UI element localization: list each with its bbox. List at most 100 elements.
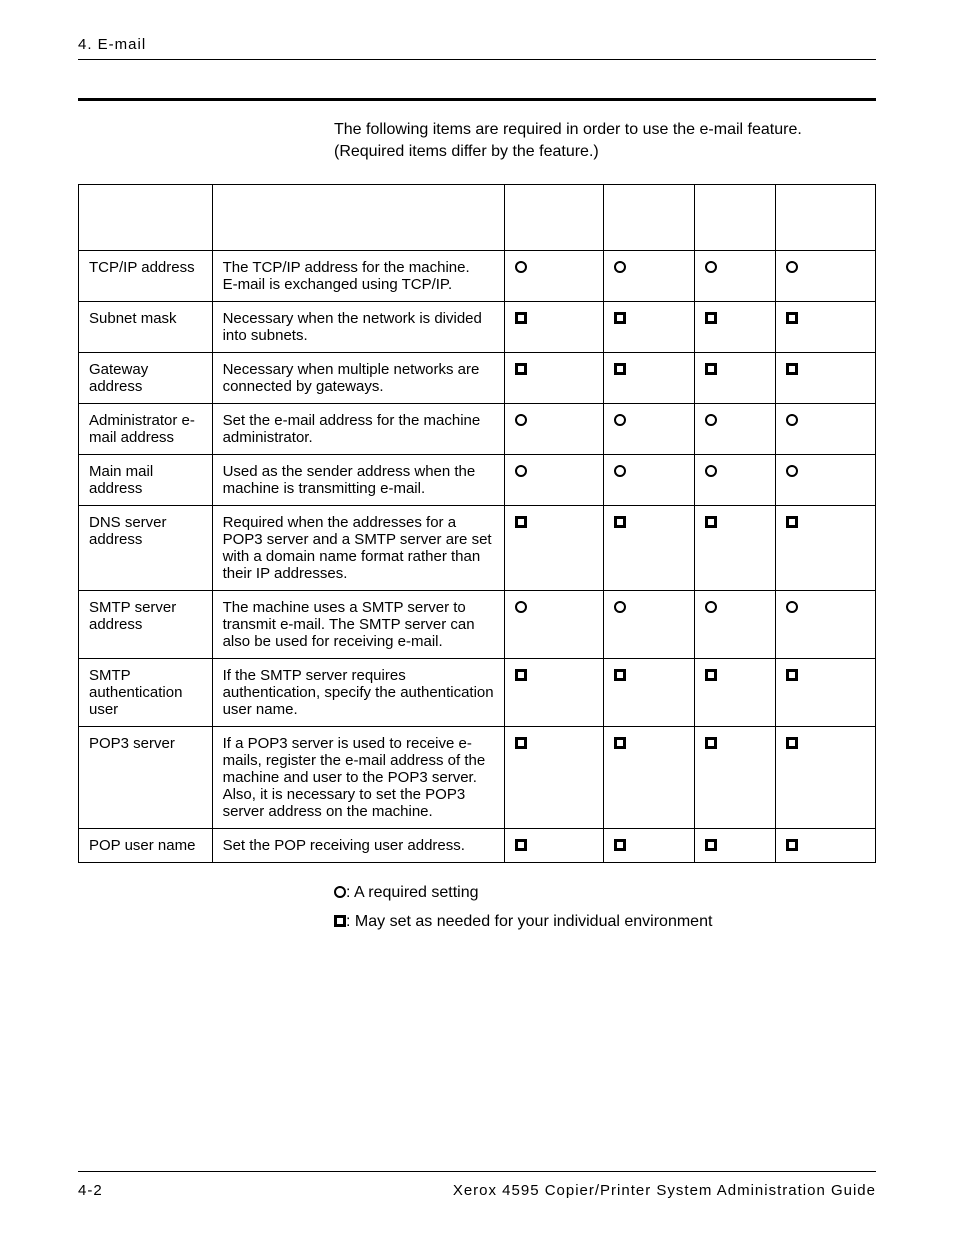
square-icon — [786, 363, 798, 375]
legend: : A required setting : May set as needed… — [334, 879, 876, 937]
mark-cell — [504, 302, 604, 353]
mark-cell — [604, 302, 695, 353]
desc-cell: Set the POP receiving user address. — [212, 829, 504, 863]
square-icon — [614, 669, 626, 681]
mark-cell — [504, 251, 604, 302]
circle-icon — [786, 601, 798, 613]
item-cell: DNS server address — [79, 506, 213, 591]
square-icon — [614, 839, 626, 851]
circle-icon — [515, 465, 527, 477]
square-icon — [614, 363, 626, 375]
square-icon — [515, 312, 527, 324]
circle-icon — [705, 465, 717, 477]
table-header — [79, 185, 213, 251]
mark-cell — [776, 591, 876, 659]
circle-icon — [614, 465, 626, 477]
desc-cell: The TCP/IP address for the machine.E-mai… — [212, 251, 504, 302]
legend-optional-text: : May set as needed for your individual … — [346, 913, 712, 930]
mark-cell — [504, 353, 604, 404]
table-row: Subnet maskNecessary when the network is… — [79, 302, 876, 353]
mark-cell — [694, 455, 776, 506]
square-icon — [786, 669, 798, 681]
table-header — [694, 185, 776, 251]
mark-cell — [694, 353, 776, 404]
circle-icon — [515, 601, 527, 613]
desc-cell: Necessary when the network is divided in… — [212, 302, 504, 353]
page-number: 4-2 — [78, 1182, 103, 1199]
mark-cell — [776, 353, 876, 404]
mark-cell — [776, 727, 876, 829]
table-row: Administrator e-mail addressSet the e-ma… — [79, 404, 876, 455]
mark-cell — [504, 506, 604, 591]
square-icon — [705, 363, 717, 375]
square-icon — [705, 737, 717, 749]
desc-cell: If the SMTP server requires authenticati… — [212, 659, 504, 727]
table-header — [604, 185, 695, 251]
mark-cell — [504, 829, 604, 863]
square-icon — [515, 737, 527, 749]
desc-cell: Required when the addresses for a POP3 s… — [212, 506, 504, 591]
mark-cell — [604, 591, 695, 659]
circle-icon — [334, 886, 346, 898]
table-row: DNS server addressRequired when the addr… — [79, 506, 876, 591]
circle-icon — [786, 261, 798, 273]
mark-cell — [694, 302, 776, 353]
page-header: 4. E-mail — [78, 36, 876, 60]
item-cell: SMTP server address — [79, 591, 213, 659]
mark-cell — [604, 659, 695, 727]
square-icon — [705, 839, 717, 851]
square-icon — [334, 915, 346, 927]
square-icon — [614, 516, 626, 528]
table-row: POP3 serverIf a POP3 server is used to r… — [79, 727, 876, 829]
mark-cell — [776, 404, 876, 455]
mark-cell — [776, 659, 876, 727]
table-row: TCP/IP addressThe TCP/IP address for the… — [79, 251, 876, 302]
circle-icon — [614, 261, 626, 273]
circle-icon — [786, 414, 798, 426]
square-icon — [705, 516, 717, 528]
circle-icon — [705, 414, 717, 426]
mark-cell — [604, 353, 695, 404]
square-icon — [705, 669, 717, 681]
mark-cell — [504, 659, 604, 727]
mark-cell — [604, 829, 695, 863]
table-row: Main mail addressUsed as the sender addr… — [79, 455, 876, 506]
circle-icon — [786, 465, 798, 477]
desc-cell: If a POP3 server is used to receive e-ma… — [212, 727, 504, 829]
mark-cell — [776, 302, 876, 353]
square-icon — [515, 669, 527, 681]
item-cell: Gateway address — [79, 353, 213, 404]
table-header — [212, 185, 504, 251]
desc-cell: The machine uses a SMTP server to transm… — [212, 591, 504, 659]
mark-cell — [604, 404, 695, 455]
mark-cell — [504, 455, 604, 506]
circle-icon — [515, 414, 527, 426]
footer-title: Xerox 4595 Copier/Printer System Adminis… — [453, 1182, 876, 1199]
mark-cell — [504, 404, 604, 455]
square-icon — [786, 312, 798, 324]
item-cell: TCP/IP address — [79, 251, 213, 302]
mark-cell — [604, 506, 695, 591]
mark-cell — [694, 506, 776, 591]
mark-cell — [776, 829, 876, 863]
mark-cell — [694, 659, 776, 727]
desc-cell: Set the e-mail address for the machine a… — [212, 404, 504, 455]
mark-cell — [604, 251, 695, 302]
table-row: SMTP authentication userIf the SMTP serv… — [79, 659, 876, 727]
square-icon — [705, 312, 717, 324]
section-label: 4. E-mail — [78, 36, 146, 53]
mark-cell — [776, 506, 876, 591]
mark-cell — [776, 251, 876, 302]
desc-cell: Used as the sender address when the mach… — [212, 455, 504, 506]
square-icon — [515, 839, 527, 851]
desc-cell: Necessary when multiple networks are con… — [212, 353, 504, 404]
item-cell: Subnet mask — [79, 302, 213, 353]
circle-icon — [705, 601, 717, 613]
square-icon — [515, 363, 527, 375]
square-icon — [786, 516, 798, 528]
table-row: SMTP server addressThe machine uses a SM… — [79, 591, 876, 659]
mark-cell — [694, 251, 776, 302]
legend-required: : A required setting — [334, 879, 876, 908]
square-icon — [515, 516, 527, 528]
square-icon — [614, 312, 626, 324]
